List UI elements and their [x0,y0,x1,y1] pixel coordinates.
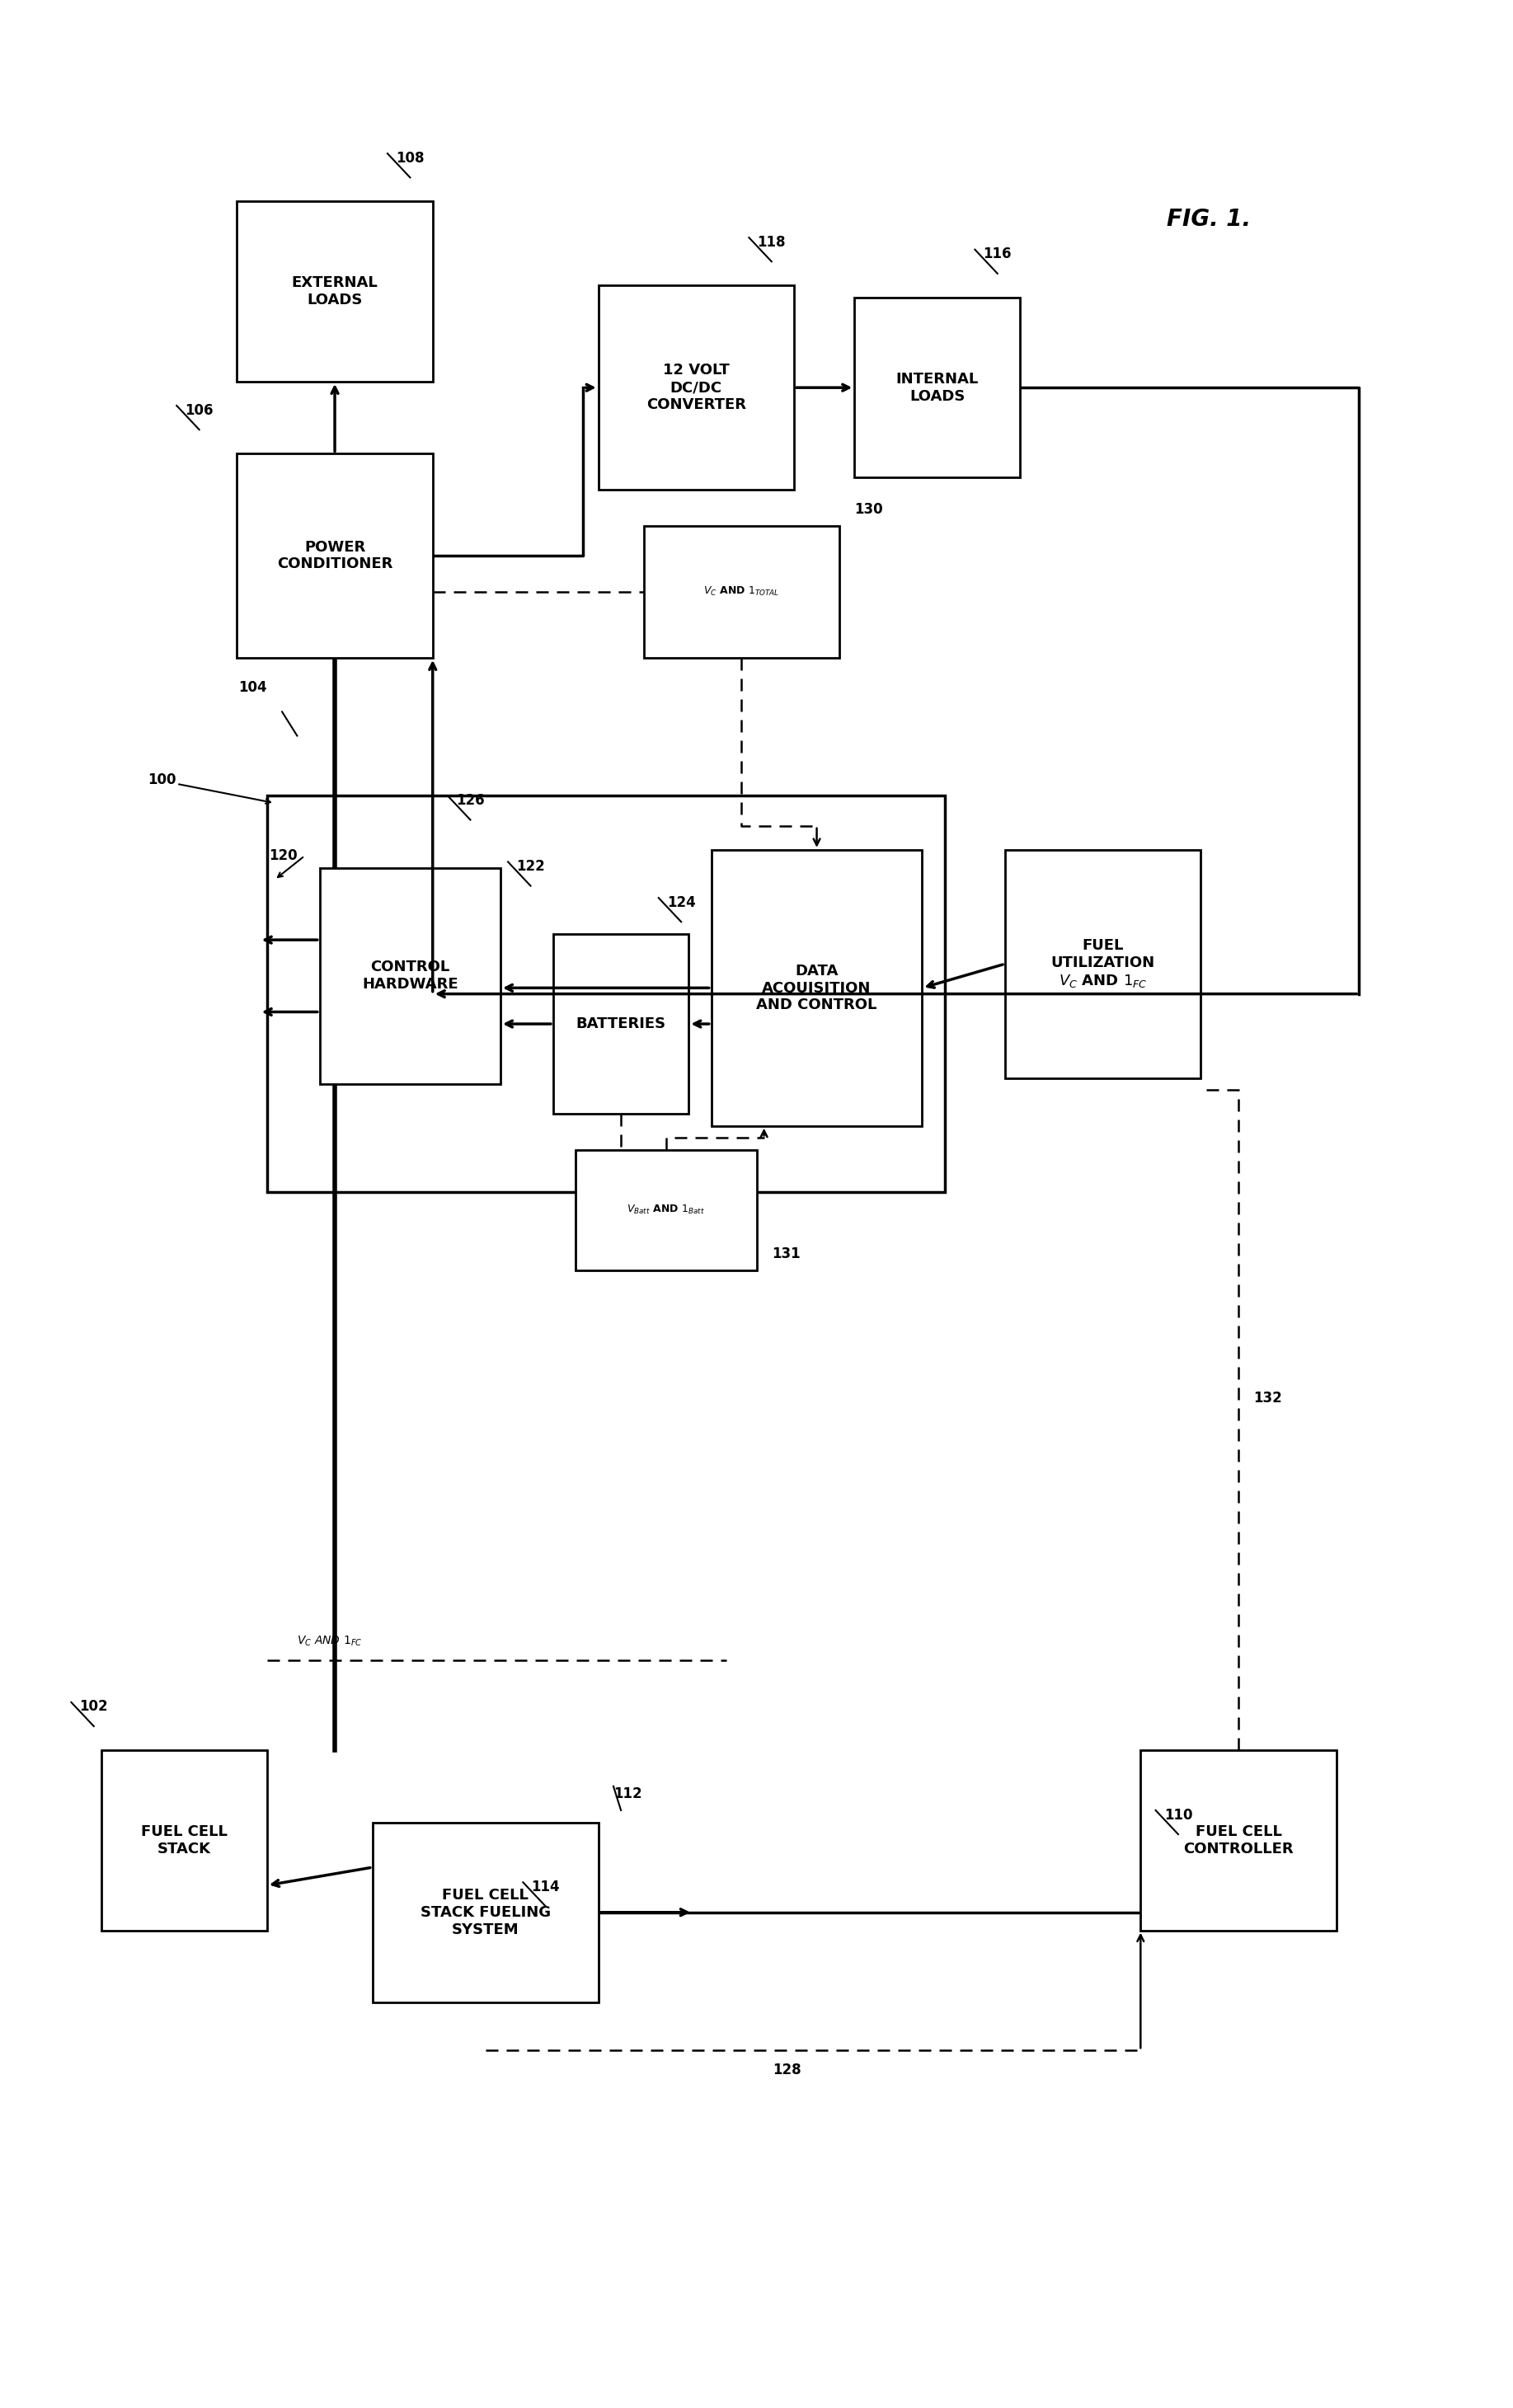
Bar [238,202,433,380]
Text: 124: 124 [667,896,696,910]
Bar [1141,1751,1336,1931]
Text: 104: 104 [239,681,266,696]
Text: $V_C$ AND $1_{FC}$: $V_C$ AND $1_{FC}$ [297,1635,363,1647]
Text: 110: 110 [1163,1808,1192,1823]
Text: FUEL CELL
STACK FUELING
SYSTEM: FUEL CELL STACK FUELING SYSTEM [421,1888,551,1936]
Text: 132: 132 [1254,1389,1282,1406]
Text: 126: 126 [455,792,484,807]
Text: DATA
ACQUISITION
AND CONTROL: DATA ACQUISITION AND CONTROL [756,963,878,1011]
Text: FIG. 1.: FIG. 1. [1167,207,1250,231]
Bar [101,1751,266,1931]
Text: $V_{Batt}$ AND $1_{Batt}$: $V_{Batt}$ AND $1_{Batt}$ [626,1204,705,1216]
Bar [319,867,501,1084]
Bar [266,795,944,1192]
Text: 120: 120 [269,848,297,862]
Bar [554,934,688,1115]
Text: 112: 112 [613,1787,642,1801]
Text: FUEL
UTILIZATION
$V_C$ AND $1_{FC}$: FUEL UTILIZATION $V_C$ AND $1_{FC}$ [1052,939,1154,990]
Bar [598,287,794,489]
Text: INTERNAL
LOADS: INTERNAL LOADS [896,371,979,405]
Bar [711,850,923,1127]
Text: POWER
CONDITIONER: POWER CONDITIONER [277,539,393,571]
Text: 114: 114 [531,1881,560,1895]
Text: FUEL CELL
CONTROLLER: FUEL CELL CONTROLLER [1183,1825,1294,1857]
Text: 102: 102 [80,1700,107,1714]
Bar [643,525,840,657]
Text: BATTERIES: BATTERIES [576,1016,666,1031]
Text: 100: 100 [147,773,176,787]
Bar [238,453,433,657]
Text: CONTROL
HARDWARE: CONTROL HARDWARE [362,961,458,992]
Text: 130: 130 [855,503,884,518]
Text: 108: 108 [396,152,424,166]
Text: 12 VOLT
DC/DC
CONVERTER: 12 VOLT DC/DC CONVERTER [646,364,746,412]
Bar [1005,850,1201,1079]
Text: 106: 106 [185,402,213,417]
Text: $V_C$ AND $1_{TOTAL}$: $V_C$ AND $1_{TOTAL}$ [704,585,779,597]
Bar [372,1823,598,2003]
Text: 118: 118 [758,234,785,250]
Text: EXTERNAL
LOADS: EXTERNAL LOADS [292,275,378,308]
Bar [855,299,1020,477]
Text: 131: 131 [772,1247,800,1262]
Text: 116: 116 [983,246,1012,262]
Text: 122: 122 [516,860,545,874]
Bar [576,1151,756,1269]
Text: 128: 128 [772,2064,800,2078]
Text: FUEL CELL
STACK: FUEL CELL STACK [141,1825,227,1857]
